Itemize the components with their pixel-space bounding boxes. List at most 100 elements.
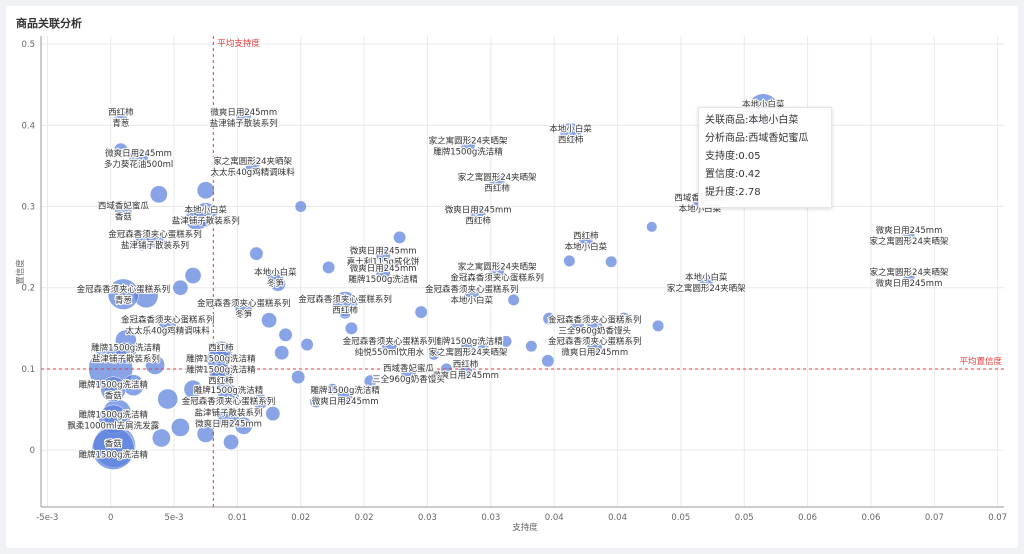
- bubble[interactable]: [322, 260, 336, 274]
- bubble[interactable]: [393, 230, 407, 244]
- bubble[interactable]: [115, 341, 137, 364]
- bubble[interactable]: [291, 370, 306, 385]
- bubble[interactable]: [152, 428, 171, 448]
- bubble[interactable]: [217, 384, 240, 406]
- bubble[interactable]: [157, 388, 179, 410]
- bubble[interactable]: [337, 387, 354, 403]
- bubble[interactable]: [332, 291, 358, 317]
- bubble[interactable]: [344, 321, 358, 335]
- point-label: 金冠森香须夹心蛋糕系列: [450, 273, 544, 284]
- tooltip: 关联商品:本地小白菜 分析商品:西域香妃蜜瓜 支持度:0.05 置信度:0.42…: [698, 107, 832, 208]
- bubble[interactable]: [458, 361, 473, 377]
- bubble[interactable]: [375, 265, 391, 281]
- point-label: 西红柿: [453, 359, 479, 370]
- bubble[interactable]: [113, 142, 128, 157]
- x-tick-label: 0.07: [925, 513, 944, 523]
- bubble[interactable]: [158, 315, 177, 334]
- bubble[interactable]: [114, 201, 133, 220]
- point-label: 冬笋: [235, 309, 253, 320]
- x-tick-label: 0.01: [228, 513, 247, 523]
- bubble[interactable]: [460, 338, 476, 354]
- bubble[interactable]: [542, 312, 556, 326]
- bubble[interactable]: [249, 246, 264, 261]
- point-label: 微爽日用245mm: [445, 205, 512, 216]
- bubble[interactable]: [300, 338, 314, 352]
- bubble[interactable]: [128, 147, 149, 168]
- tooltip-line: 关联商品:本地小白菜: [705, 115, 799, 126]
- bubble[interactable]: [381, 338, 398, 355]
- bubble[interactable]: [217, 406, 240, 429]
- bubble[interactable]: [500, 335, 513, 348]
- point-label: 盐津铺子散装系列: [210, 118, 278, 129]
- bubble[interactable]: [375, 247, 391, 263]
- bubble[interactable]: [652, 319, 665, 332]
- bubble[interactable]: [525, 340, 538, 353]
- y-axis-title: 置信度: [15, 259, 26, 285]
- x-tick-label: 0.05: [671, 513, 690, 523]
- point-label: 微爽日用245mm: [350, 263, 417, 274]
- point-label: 青葱: [112, 118, 129, 129]
- bubble[interactable]: [235, 109, 252, 126]
- bubble[interactable]: [265, 406, 281, 422]
- bubble[interactable]: [326, 383, 339, 396]
- bubble[interactable]: [414, 305, 428, 319]
- bubble[interactable]: [234, 299, 253, 317]
- bubble[interactable]: [507, 293, 520, 306]
- bubble[interactable]: [145, 355, 165, 375]
- point-label: 香菇: [105, 439, 123, 450]
- bubble[interactable]: [541, 354, 555, 368]
- bubble[interactable]: [586, 316, 603, 333]
- bubble[interactable]: [245, 158, 261, 174]
- bubble[interactable]: [274, 345, 290, 361]
- point-label: 三全960g奶香馒头: [372, 374, 445, 385]
- bubble[interactable]: [183, 379, 203, 399]
- bubble[interactable]: [559, 122, 582, 145]
- bubble[interactable]: [902, 228, 915, 241]
- point-label: 西红柿: [465, 216, 491, 227]
- bubble[interactable]: [196, 425, 215, 443]
- bubble[interactable]: [400, 365, 417, 381]
- bubble[interactable]: [184, 267, 202, 284]
- bubble[interactable]: [489, 174, 506, 191]
- bubble[interactable]: [172, 279, 189, 296]
- bubble[interactable]: [902, 271, 915, 284]
- bubble[interactable]: [196, 181, 215, 200]
- bubble[interactable]: [149, 185, 168, 204]
- bubble[interactable]: [100, 376, 126, 402]
- bubble[interactable]: [489, 264, 505, 279]
- bubble[interactable]: [223, 434, 239, 450]
- bubble[interactable]: [586, 338, 603, 355]
- bubble[interactable]: [569, 316, 585, 332]
- bubble[interactable]: [646, 221, 658, 233]
- bubble[interactable]: [470, 206, 487, 223]
- bubble[interactable]: [113, 110, 128, 125]
- point-label: 家之寓圆形24夹晒架: [458, 262, 537, 273]
- bubble[interactable]: [267, 269, 284, 286]
- bubble[interactable]: [309, 394, 323, 408]
- bubble[interactable]: [563, 254, 576, 267]
- bubble[interactable]: [294, 200, 307, 213]
- x-tick-label: -5e-3: [36, 513, 58, 523]
- bubble[interactable]: [477, 342, 490, 355]
- bubble[interactable]: [252, 393, 269, 410]
- bubble[interactable]: [278, 327, 293, 342]
- bubble[interactable]: [617, 312, 631, 326]
- bubble[interactable]: [440, 362, 453, 375]
- y-tick-label: 0.3: [21, 203, 35, 213]
- bubble[interactable]: [261, 312, 278, 329]
- bubble[interactable]: [460, 138, 476, 154]
- bubble[interactable]: [171, 418, 190, 437]
- bubble[interactable]: [578, 233, 594, 249]
- bubble[interactable]: [427, 348, 440, 361]
- bubble[interactable]: [605, 255, 618, 268]
- bubble[interactable]: [193, 202, 218, 227]
- x-tick-label: 0.03: [418, 513, 437, 523]
- bubble[interactable]: [91, 427, 135, 470]
- bubble[interactable]: [464, 286, 480, 302]
- bubble[interactable]: [107, 278, 139, 310]
- point-label: 盐津铺子散装系列: [195, 408, 263, 419]
- bubble[interactable]: [146, 230, 164, 248]
- bubble[interactable]: [699, 275, 714, 290]
- point-label: 盐津铺子散装系列: [92, 354, 160, 365]
- bubble[interactable]: [363, 374, 377, 388]
